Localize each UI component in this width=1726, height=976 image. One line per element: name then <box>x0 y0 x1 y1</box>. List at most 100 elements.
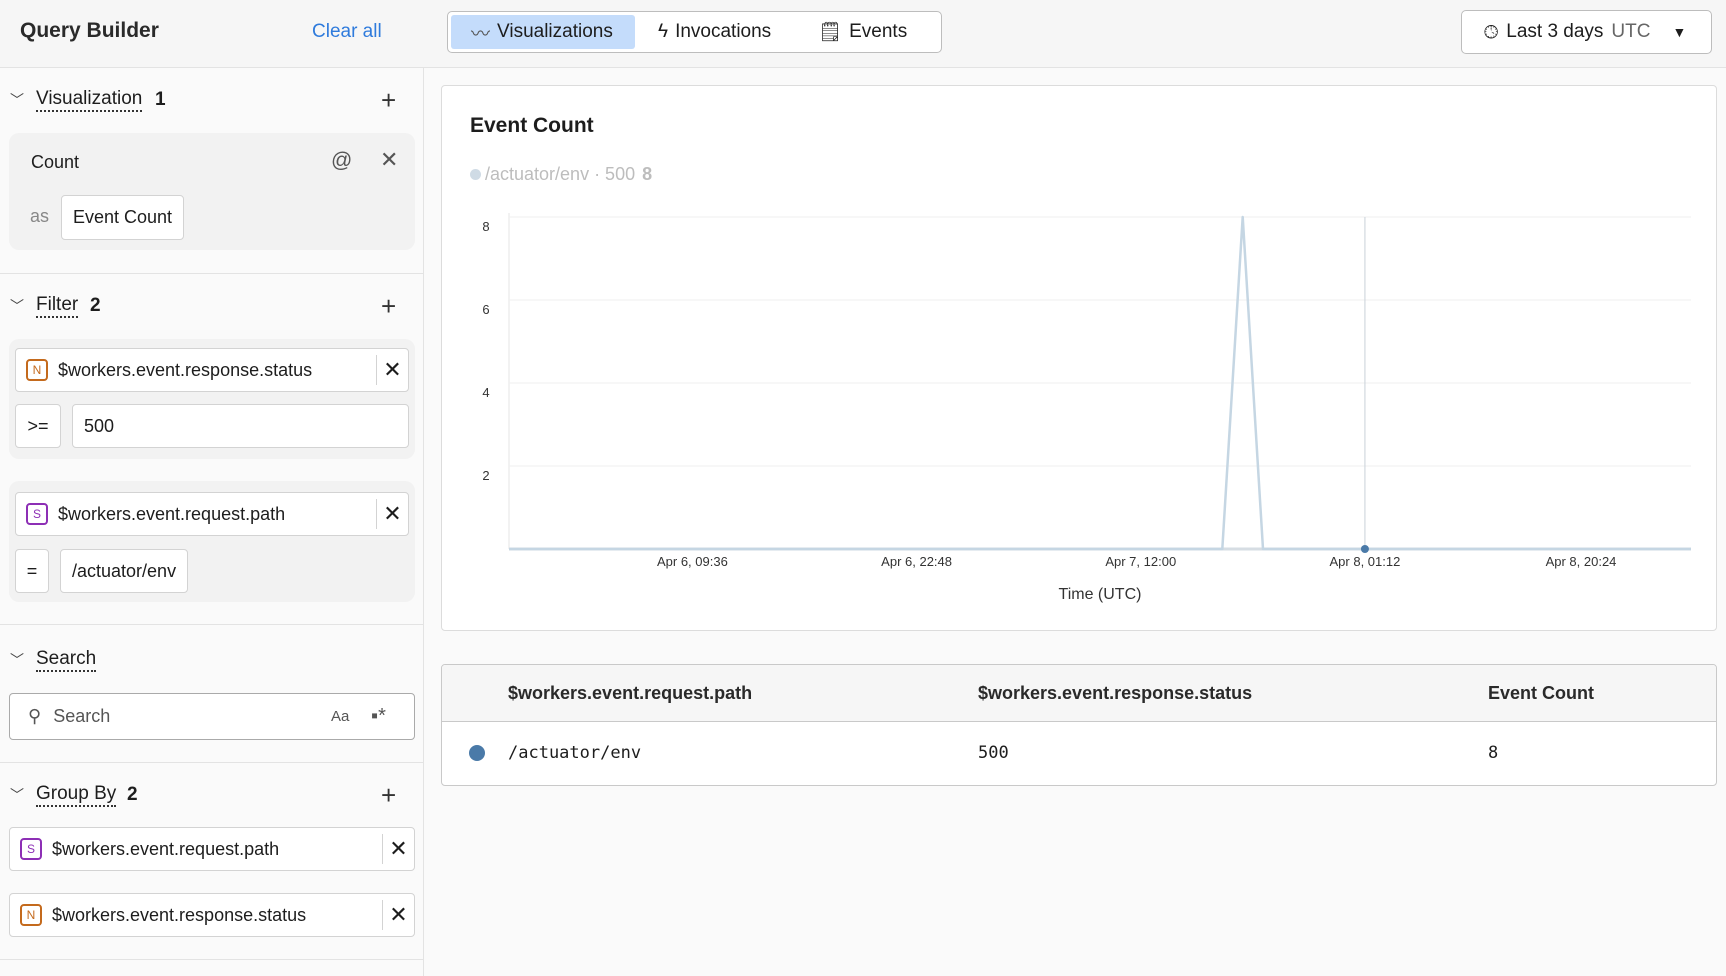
query-builder-sidebar: ﹀ Visualization 1 + Count @ ✕ as Event C… <box>0 68 424 976</box>
caret-down-icon: ▼ <box>1672 24 1687 40</box>
lightning-icon: ϟ <box>658 21 669 42</box>
regex-label: * <box>378 705 386 727</box>
filter-item: N $workers.event.response.status ✕ >= 50… <box>9 339 415 459</box>
search-icon: ⚲ <box>28 706 42 726</box>
group-by-item[interactable]: S $workers.event.request.path ✕ <box>9 827 415 871</box>
table-cell: 500 <box>978 743 1009 763</box>
y-tick-label: 8 <box>482 219 489 234</box>
table-header: $workers.event.request.path $workers.eve… <box>442 665 1716 722</box>
series-color-dot <box>469 745 485 761</box>
remove-group-by-icon[interactable]: ✕ <box>382 834 414 864</box>
timezone-label: UTC <box>1611 21 1651 42</box>
divider <box>0 762 424 763</box>
search-input[interactable]: ⚲ Search Aa ▪* <box>9 693 415 740</box>
hover-point <box>1360 545 1369 553</box>
search-placeholder: Search <box>53 706 111 726</box>
x-tick-label: Apr 6, 22:48 <box>881 554 952 569</box>
add-visualization-button[interactable]: + <box>381 84 397 115</box>
document-icon: 🗒 <box>818 22 843 43</box>
filter-value-input[interactable]: 500 <box>72 404 409 448</box>
at-sign-icon[interactable]: @ <box>331 149 353 172</box>
remove-filter-icon[interactable]: ✕ <box>376 499 408 529</box>
series-line <box>509 215 1691 551</box>
tab-invocations[interactable]: ϟ Invocations <box>638 15 791 49</box>
add-group-by-button[interactable]: + <box>381 779 397 810</box>
field-name: $workers.event.request.path <box>52 838 280 859</box>
section-count: 2 <box>127 784 138 805</box>
section-label: Filter <box>36 294 79 318</box>
close-icon[interactable]: ✕ <box>380 147 399 172</box>
string-type-icon: S <box>26 503 48 525</box>
event-count-chart[interactable]: 2 4 6 8 Apr 6, 09:36 Apr 6, 22:48 Apr 7, 12:00… <box>442 86 1718 632</box>
filter-field[interactable]: N $workers.event.response.status ✕ <box>15 348 409 392</box>
regex-toggle[interactable]: ▪* <box>371 705 386 727</box>
operator-value: >= <box>27 415 49 436</box>
group-by-section-header[interactable]: ﹀ Group By 2 + <box>0 780 424 810</box>
number-type-icon: N <box>26 359 48 381</box>
y-tick-label: 2 <box>482 468 489 483</box>
tab-label: Invocations <box>675 21 772 42</box>
operator-value: = <box>26 560 38 581</box>
column-header[interactable]: $workers.event.request.path <box>508 683 753 703</box>
table-cell: 8 <box>1488 743 1499 763</box>
tab-events[interactable]: 🗒 Events <box>798 15 927 49</box>
field-name: $workers.event.response.status <box>58 359 313 380</box>
chevron-down-icon: ﹀ <box>10 787 24 803</box>
operator-select[interactable]: = <box>15 549 49 593</box>
search-section-header[interactable]: ﹀ Search <box>0 645 424 675</box>
x-tick-label: Apr 7, 12:00 <box>1105 554 1176 569</box>
page-title: Query Builder <box>20 19 159 42</box>
section-label: Visualization <box>36 88 143 112</box>
alias-input[interactable]: Event Count <box>61 195 185 240</box>
y-tick-label: 6 <box>482 302 489 317</box>
line-chart-icon: 〰 <box>471 23 491 45</box>
chevron-down-icon: ﹀ <box>10 92 24 108</box>
legend-series: /actuator/env · 500 <box>485 164 636 184</box>
operator-select[interactable]: >= <box>15 404 61 448</box>
add-filter-button[interactable]: + <box>381 290 397 321</box>
legend-value: 8 <box>642 164 653 184</box>
section-label: Search <box>36 648 97 672</box>
chart-card: Event Count /actuator/env · 500 8 2 4 6 8 Ap… <box>441 85 1717 631</box>
filter-value: /actuator/env <box>72 560 177 581</box>
chevron-down-icon: ﹀ <box>10 298 24 314</box>
remove-filter-icon[interactable]: ✕ <box>376 355 408 385</box>
remove-group-by-icon[interactable]: ✕ <box>382 900 414 930</box>
filter-value-input[interactable]: /actuator/env <box>60 549 189 593</box>
y-tick-label: 4 <box>482 385 489 400</box>
section-count: 2 <box>90 295 101 316</box>
as-label: as <box>30 206 50 226</box>
filter-item: S $workers.event.request.path ✕ = /actua… <box>9 481 415 602</box>
tab-visualizations[interactable]: 〰 Visualizations <box>451 15 635 49</box>
visualization-section-header[interactable]: ﹀ Visualization 1 + <box>0 85 424 115</box>
group-by-item[interactable]: N $workers.event.response.status ✕ <box>9 893 415 937</box>
column-header[interactable]: $workers.event.response.status <box>978 683 1253 703</box>
filter-field[interactable]: S $workers.event.request.path ✕ <box>15 492 409 536</box>
x-tick-label: Apr 6, 09:36 <box>657 554 728 569</box>
section-label: Group By <box>36 783 117 807</box>
string-type-icon: S <box>20 838 42 860</box>
chevron-down-icon: ﹀ <box>10 652 24 668</box>
results-table: $workers.event.request.path $workers.eve… <box>441 664 1717 786</box>
section-count: 1 <box>155 89 166 110</box>
x-axis-label: Time (UTC) <box>1059 586 1142 603</box>
chart-legend[interactable]: /actuator/env · 500 8 <box>470 164 652 185</box>
legend-dot <box>470 169 481 180</box>
aggregate-function[interactable]: Count <box>31 152 80 172</box>
column-header[interactable]: Event Count <box>1488 683 1594 703</box>
tab-label: Events <box>849 21 908 42</box>
time-range-picker[interactable]: 🕓︎ Last 3 days UTC ▼ <box>1461 10 1712 54</box>
divider <box>0 273 424 274</box>
chart-title: Event Count <box>470 114 594 137</box>
field-name: $workers.event.response.status <box>52 904 307 925</box>
x-tick-label: Apr 8, 20:24 <box>1546 554 1617 569</box>
filter-value: 500 <box>84 415 115 436</box>
field-name: $workers.event.request.path <box>58 503 286 524</box>
match-case-toggle[interactable]: Aa <box>331 708 350 725</box>
alias-value: Event Count <box>73 207 173 227</box>
filter-section-header[interactable]: ﹀ Filter 2 + <box>0 291 424 321</box>
x-tick-label: Apr 8, 01:12 <box>1330 554 1401 569</box>
clear-all-button[interactable]: Clear all <box>312 21 382 42</box>
divider <box>0 624 424 625</box>
tab-label: Visualizations <box>497 21 613 42</box>
